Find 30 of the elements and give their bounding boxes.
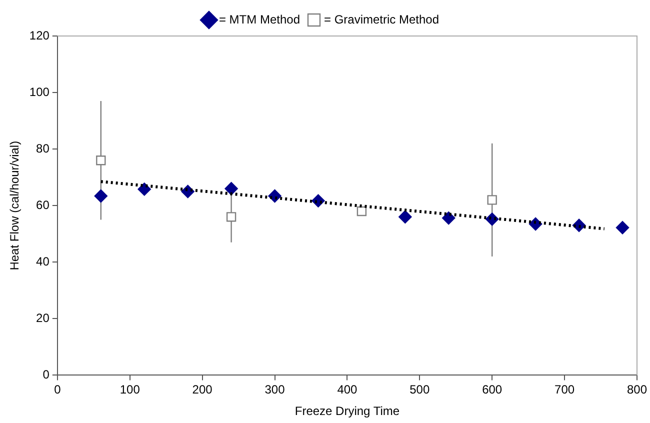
y-tick-label: 100 (29, 84, 50, 99)
x-tick-label: 800 (626, 382, 648, 397)
x-tick-label: 700 (554, 382, 575, 397)
point (94, 189, 108, 203)
legend-label: = MTM Method (218, 12, 300, 26)
y-axis-title: Heat Flow (cal/hour/vial) (8, 140, 22, 270)
y-tick-label: 80 (36, 141, 50, 156)
y-tick-label: 20 (36, 310, 50, 325)
x-tick-label: 200 (192, 382, 213, 397)
x-axis-title: Freeze Drying Time (294, 404, 400, 418)
legend-label: = Gravimetric Method (324, 12, 440, 26)
point (442, 211, 456, 225)
y-tick-label: 0 (42, 368, 50, 382)
x-tick-label: 0 (54, 382, 62, 397)
point (398, 210, 412, 224)
y-tick-label: 60 (36, 198, 50, 212)
point (487, 195, 497, 205)
point (356, 206, 367, 216)
x-tick-label: 400 (337, 382, 358, 397)
y-tick-label: 120 (29, 28, 50, 42)
y-tick-label: 40 (36, 254, 50, 268)
x-tick-label: 600 (482, 382, 502, 397)
x-tick-label: 500 (410, 382, 430, 397)
point (224, 182, 238, 196)
point (96, 156, 106, 166)
point (616, 221, 630, 234)
x-tick-label: 100 (120, 382, 140, 397)
x-tick-label: 300 (264, 382, 286, 397)
point (226, 212, 236, 222)
point (138, 182, 151, 196)
